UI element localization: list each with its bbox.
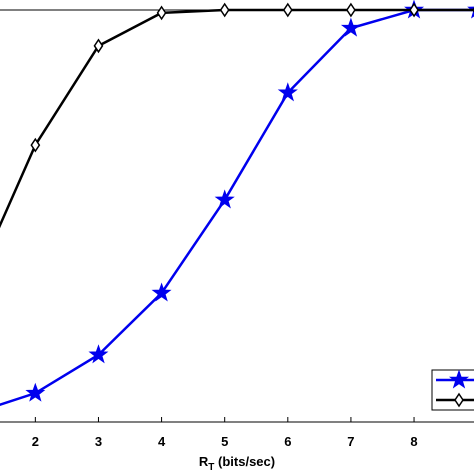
x-tick-label: 5 — [221, 434, 228, 449]
plot-area — [0, 0, 474, 407]
series-line — [0, 8, 474, 407]
data-point — [151, 282, 172, 302]
legend-marker — [448, 369, 470, 389]
series-line — [0, 8, 474, 229]
data-point — [93, 38, 104, 54]
data-point — [156, 5, 167, 21]
x-label-rest: (bits/sec) — [214, 454, 275, 469]
data-point — [409, 2, 419, 18]
x-axis-label: RT (bits/sec) — [199, 454, 275, 473]
data-point — [277, 82, 298, 102]
x-label-sub: T — [208, 462, 214, 473]
data-point — [30, 137, 41, 153]
x-label-main: R — [199, 454, 209, 469]
data-point — [346, 2, 356, 18]
data-point — [214, 189, 235, 209]
x-tick-label: 6 — [284, 434, 291, 449]
data-point — [340, 17, 361, 37]
x-tick-label: 8 — [410, 434, 417, 449]
legend-box — [431, 369, 474, 411]
x-tick-label: 2 — [32, 434, 39, 449]
legend-marker — [454, 392, 464, 408]
x-tick-label: 7 — [347, 434, 354, 449]
x-tick-label: 3 — [95, 434, 102, 449]
x-tick-label: 4 — [158, 434, 166, 449]
data-point — [88, 344, 109, 364]
data-point — [25, 382, 46, 402]
data-point — [219, 2, 230, 18]
data-point — [282, 2, 293, 18]
